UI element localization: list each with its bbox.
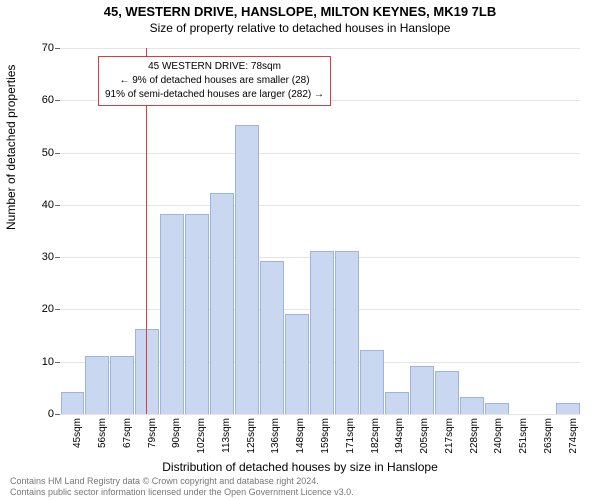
annotation-box: 45 WESTERN DRIVE: 78sqm← 9% of detached …: [98, 56, 331, 106]
x-tick-label: 113sqm: [221, 418, 232, 453]
histogram-bar: [310, 251, 334, 414]
histogram-bar: [285, 314, 309, 414]
y-tick-label: 50: [42, 147, 54, 159]
y-tick-label: 60: [42, 94, 54, 106]
histogram-bar: [210, 193, 234, 414]
histogram-bar: [435, 371, 459, 414]
chart-subtitle: Size of property relative to detached ho…: [0, 19, 600, 35]
y-tick-label: 20: [42, 303, 54, 315]
histogram-bar: [335, 251, 359, 414]
histogram-bar: [460, 397, 484, 414]
histogram-bar: [160, 214, 184, 414]
x-tick-label: 228sqm: [469, 418, 480, 454]
histogram-bar: [85, 356, 109, 415]
x-tick-label: 171sqm: [345, 418, 356, 454]
x-tick-label: 217sqm: [444, 418, 455, 454]
annotation-line: 45 WESTERN DRIVE: 78sqm: [105, 60, 324, 74]
annotation-line: 91% of semi-detached houses are larger (…: [105, 88, 324, 102]
x-tick-label: 136sqm: [270, 418, 281, 454]
histogram-bar: [385, 392, 409, 414]
histogram-bar: [260, 261, 284, 414]
x-tick-label: 102sqm: [196, 418, 207, 454]
x-tick-label: 125sqm: [246, 418, 257, 454]
y-tick-label: 30: [42, 251, 54, 263]
x-tick-label: 79sqm: [147, 418, 158, 448]
x-tick-label: 67sqm: [122, 418, 133, 448]
x-tick-label: 56sqm: [97, 418, 108, 448]
footer-line: Contains HM Land Registry data © Crown c…: [10, 476, 354, 487]
x-tick-label: 182sqm: [370, 418, 381, 454]
annotation-line: ← 9% of detached houses are smaller (28): [105, 74, 324, 88]
x-tick-label: 274sqm: [568, 418, 579, 454]
histogram-bar: [360, 350, 384, 414]
chart-container: 45, WESTERN DRIVE, HANSLOPE, MILTON KEYN…: [0, 0, 600, 500]
histogram-bar: [61, 392, 85, 414]
chart-title: 45, WESTERN DRIVE, HANSLOPE, MILTON KEYN…: [0, 0, 600, 19]
x-tick-label: 251sqm: [518, 418, 529, 454]
y-tick-label: 70: [42, 42, 54, 54]
histogram-bar: [556, 403, 580, 414]
histogram-bar: [110, 356, 134, 415]
y-tick-label: 40: [42, 199, 54, 211]
plot-area: 01020304050607045sqm56sqm67sqm79sqm90sqm…: [60, 48, 580, 415]
x-tick-label: 159sqm: [320, 418, 331, 454]
histogram-bar: [135, 329, 159, 414]
grid-line: [60, 414, 580, 415]
footer-attribution: Contains HM Land Registry data © Crown c…: [10, 476, 354, 498]
y-tick-label: 10: [42, 356, 54, 368]
x-tick-label: 205sqm: [419, 418, 430, 454]
x-tick-label: 240sqm: [493, 418, 504, 454]
x-tick-label: 263sqm: [543, 418, 554, 454]
x-tick-label: 90sqm: [171, 418, 182, 448]
footer-line: Contains public sector information licen…: [10, 487, 354, 498]
y-axis-label: Number of detached properties: [4, 65, 18, 230]
x-tick-label: 45sqm: [72, 418, 83, 448]
y-tick-label: 0: [48, 408, 54, 420]
histogram-bar: [235, 125, 259, 414]
histogram-bar: [410, 366, 434, 414]
x-axis-label: Distribution of detached houses by size …: [0, 460, 600, 474]
x-tick-label: 148sqm: [295, 418, 306, 454]
histogram-bar: [185, 214, 209, 414]
x-tick-label: 194sqm: [394, 418, 405, 454]
histogram-bar: [485, 403, 509, 414]
